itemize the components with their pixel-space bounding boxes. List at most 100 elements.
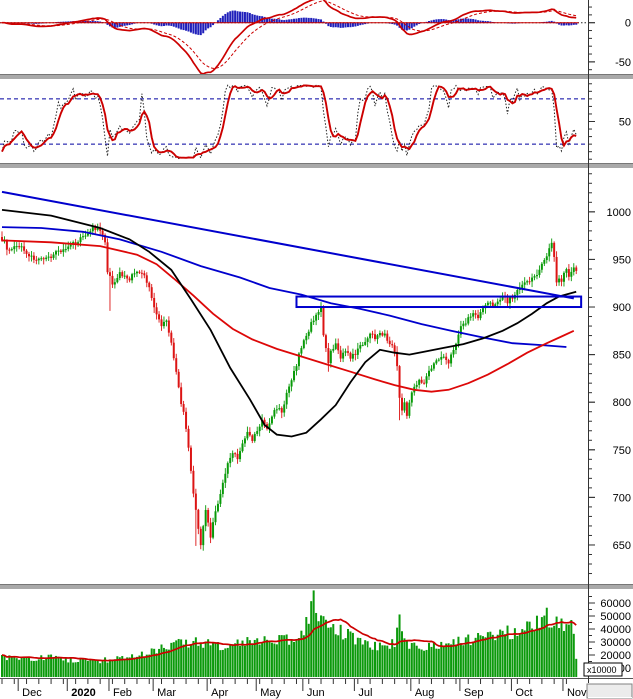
macd-histogram-bar (113, 22, 116, 28)
volume-bar (481, 636, 484, 677)
macd-histogram-bar (111, 22, 114, 28)
macd-histogram-bar (197, 22, 200, 35)
volume-bar (521, 629, 524, 677)
macd-histogram-bar (99, 21, 102, 23)
volume-bar (305, 617, 308, 677)
volume-bar (47, 654, 50, 677)
volume-bar (555, 616, 558, 677)
volume-bar (329, 627, 332, 677)
macd-histogram-bar (484, 20, 487, 23)
macd-histogram-bar (94, 21, 97, 23)
macd-histogram-bar (199, 22, 202, 36)
candle-body (347, 351, 350, 353)
panel-separator[interactable] (0, 585, 633, 589)
candle-body (548, 248, 551, 257)
price-panel (1, 190, 583, 551)
macd-histogram-bar (177, 22, 180, 29)
volume-bar (317, 621, 320, 677)
macd-histogram-bar (270, 18, 273, 23)
macd-histogram-bar (332, 22, 335, 28)
volume-bar (266, 639, 269, 677)
panel-separator[interactable] (0, 75, 633, 79)
candle-body (278, 408, 281, 410)
macd-histogram-bar (403, 22, 406, 30)
candle-body (442, 356, 445, 358)
candle-body (258, 426, 261, 432)
volume-bar (523, 630, 526, 677)
macd-histogram-bar (128, 22, 131, 26)
macd-histogram-bar (126, 22, 129, 26)
volume-bar (366, 641, 369, 677)
macd-histogram-bar (454, 19, 457, 23)
volume-bar (212, 643, 215, 677)
candle-body (140, 272, 143, 274)
volume-bar (133, 657, 136, 677)
volume-bar (180, 639, 183, 677)
volume-bar (513, 628, 516, 677)
candle-body (450, 354, 453, 364)
volume-bar (143, 657, 146, 677)
macd-histogram-bar (347, 22, 350, 28)
candle-body (354, 353, 357, 355)
volume-bar (575, 658, 578, 677)
volume-bar (359, 638, 362, 677)
downtrend-line[interactable] (1, 190, 574, 300)
candle-body (469, 316, 472, 318)
candle-body (538, 269, 541, 276)
volume-bar (322, 616, 325, 677)
macd-histogram-bar (236, 11, 239, 23)
volume-bar (270, 642, 273, 677)
volume-bar (131, 654, 134, 677)
macd-histogram-bar (187, 22, 190, 32)
candle-body (32, 255, 35, 260)
volume-bar (52, 657, 55, 677)
macd-histogram-bar (172, 22, 175, 27)
macd-histogram-bar (216, 20, 219, 23)
candle-body (221, 482, 224, 495)
candle-body (437, 359, 440, 361)
ma-blue-line (1, 226, 567, 348)
volume-bar (486, 632, 489, 677)
volume-bar (494, 640, 497, 677)
candle-body (401, 397, 404, 411)
candle-body (158, 314, 161, 320)
candle-body (332, 348, 335, 351)
candle-body (418, 379, 421, 385)
candle-body (224, 473, 227, 483)
volume-bar (437, 648, 440, 677)
volume-bar (378, 642, 381, 677)
candle-body (185, 411, 188, 429)
y-tick-label: 60000 (600, 598, 631, 610)
consolidation-box[interactable] (295, 295, 583, 309)
candle-body (81, 236, 84, 238)
candle-body (145, 275, 148, 283)
volume-bar (553, 625, 556, 677)
volume-bar (145, 654, 148, 677)
candle-body (494, 304, 497, 307)
y-tick-label: 50000 (600, 611, 631, 623)
volume-bar (224, 648, 227, 677)
panel-separator[interactable] (0, 164, 633, 168)
volume-bar (332, 624, 335, 677)
macd-histogram-bar (477, 20, 480, 23)
candle-body (202, 526, 205, 546)
candle-body (290, 380, 293, 387)
volume-bar (356, 637, 359, 677)
candle-body (526, 281, 529, 283)
volume-bar (415, 645, 418, 677)
volume-bar (440, 641, 443, 677)
volume-bar (447, 643, 450, 677)
macd-histogram-bar (489, 21, 492, 23)
volume-bar (113, 659, 116, 677)
volume-bar (226, 647, 229, 677)
candle-body (263, 419, 266, 425)
volume-bar (280, 635, 283, 677)
macd-histogram-bar (160, 22, 163, 27)
candle-body (501, 295, 504, 300)
macd-histogram-bar (231, 10, 234, 23)
candle-body (322, 306, 325, 336)
volume-bar (57, 656, 60, 677)
macd-histogram-bar (565, 22, 568, 26)
